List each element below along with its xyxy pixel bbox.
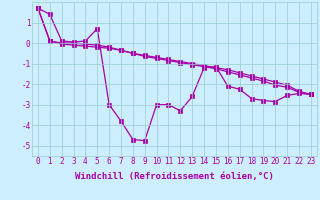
X-axis label: Windchill (Refroidissement éolien,°C): Windchill (Refroidissement éolien,°C): [75, 172, 274, 181]
